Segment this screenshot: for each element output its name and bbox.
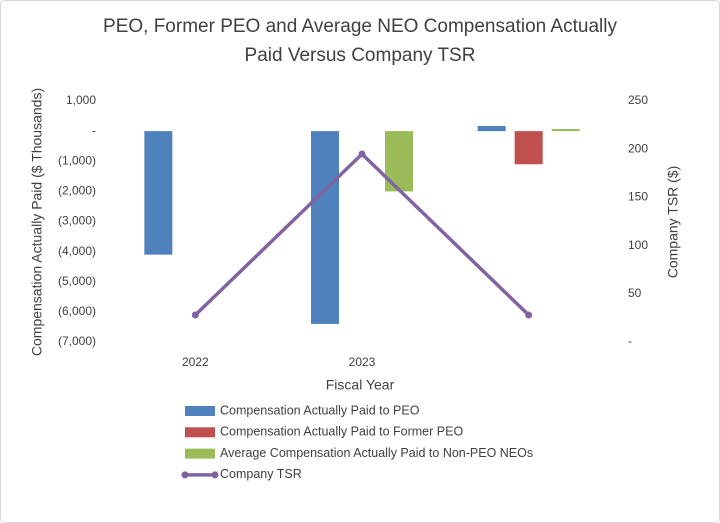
legend-label: Compensation Actually Paid to PEO — [220, 403, 420, 417]
y-tick-label: (3,000) — [58, 214, 96, 228]
x-tick-label: 2022 — [182, 355, 209, 369]
y2-tick-label: 200 — [628, 141, 648, 155]
y2-tick-label: 100 — [628, 238, 648, 252]
legend-label: Average Compensation Actually Paid to No… — [220, 446, 533, 460]
y2-tick-label: 150 — [628, 190, 648, 204]
legend-swatch — [211, 471, 219, 479]
x-axis-title: Fiscal Year — [326, 377, 395, 393]
bar — [514, 131, 543, 165]
line-marker — [525, 311, 533, 319]
y2-tick-label: 250 — [628, 93, 648, 107]
y2-axis-title: Company TSR ($) — [665, 166, 681, 279]
y-axis-title: Compensation Actually Paid ($ Thousands) — [29, 88, 45, 356]
line-marker — [191, 311, 199, 319]
y-tick-label: - — [92, 123, 96, 137]
legend-swatch — [185, 448, 215, 459]
legend-swatch — [185, 406, 215, 416]
bar — [477, 126, 506, 132]
y-tick-label: (2,000) — [58, 184, 96, 198]
y-tick-label: (6,000) — [58, 304, 96, 318]
legend-swatch — [185, 427, 215, 438]
y2-tick-label: 50 — [628, 286, 642, 300]
bar — [144, 131, 173, 255]
chart-title: Paid Versus Company TSR — [245, 45, 476, 66]
x-tick-label: 2023 — [349, 355, 376, 369]
y-tick-label: (4,000) — [58, 244, 96, 258]
y-tick-label: 1,000 — [66, 93, 96, 107]
legend-label: Company TSR — [220, 467, 302, 481]
bar — [551, 129, 580, 132]
y2-tick-label: - — [628, 334, 632, 348]
y-tick-label: (1,000) — [58, 153, 96, 167]
line-marker — [358, 150, 366, 158]
y-tick-label: (5,000) — [58, 274, 96, 288]
bar — [311, 131, 339, 324]
legend-swatch — [181, 471, 189, 479]
y-tick-label: (7,000) — [58, 334, 96, 348]
chart-title: PEO, Former PEO and Average NEO Compensa… — [103, 16, 617, 37]
legend-label: Compensation Actually Paid to Former PEO — [220, 425, 463, 439]
